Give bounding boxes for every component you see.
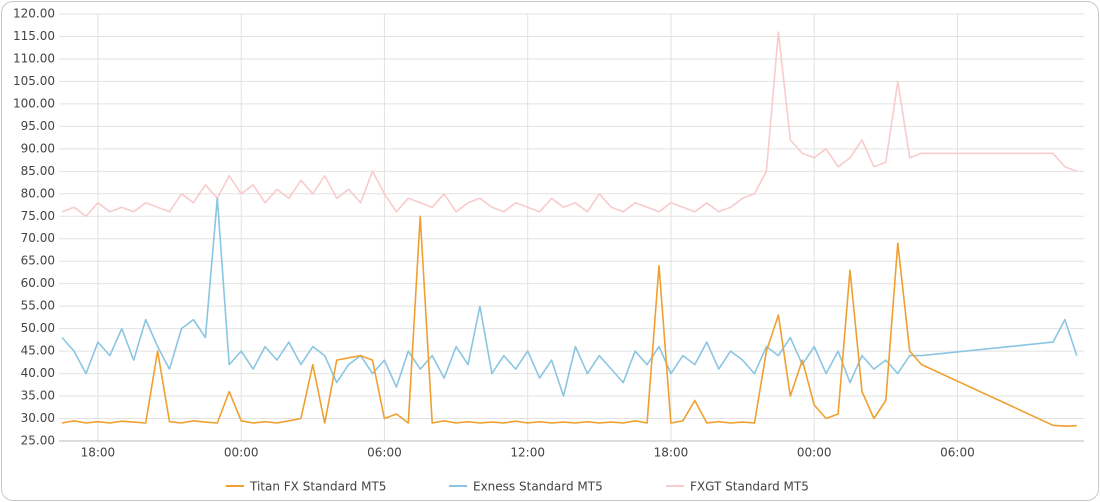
series-line <box>61 215 1077 427</box>
y-tick-label: 45.00 <box>21 344 55 358</box>
y-tick-label: 85.00 <box>21 164 55 178</box>
y-tick-label: 60.00 <box>21 276 55 290</box>
x-tick-label: 06:00 <box>367 446 402 460</box>
y-tick-label: 65.00 <box>21 254 55 268</box>
series-line <box>61 197 1078 397</box>
legend-label: FXGT Standard MT5 <box>690 480 809 494</box>
x-tick-label: 12:00 <box>510 446 545 460</box>
x-tick-label: 00:00 <box>224 446 259 460</box>
y-tick-label: 40.00 <box>21 366 55 380</box>
y-tick-label: 90.00 <box>21 141 55 155</box>
y-tick-label: 75.00 <box>21 209 55 223</box>
y-tick-label: 50.00 <box>21 321 55 335</box>
x-tick-label: 18:00 <box>654 446 689 460</box>
y-tick-label: 105.00 <box>13 74 55 88</box>
y-tick-label: 115.00 <box>13 29 55 43</box>
legend-label: Exness Standard MT5 <box>473 480 603 494</box>
y-tick-label: 35.00 <box>21 389 55 403</box>
y-tick-label: 55.00 <box>21 299 55 313</box>
x-tick-label: 00:00 <box>797 446 832 460</box>
y-tick-label: 25.00 <box>21 434 55 448</box>
x-tick-label: 18:00 <box>81 446 116 460</box>
x-tick-label: 06:00 <box>940 446 975 460</box>
y-tick-label: 110.00 <box>13 51 55 65</box>
y-tick-label: 95.00 <box>21 119 55 133</box>
y-tick-label: 100.00 <box>13 96 55 110</box>
y-tick-label: 80.00 <box>21 186 55 200</box>
series-line <box>61 31 1078 218</box>
y-tick-label: 70.00 <box>21 231 55 245</box>
y-tick-label: 30.00 <box>21 411 55 425</box>
y-tick-label: 120.00 <box>13 7 55 21</box>
legend-label: Titan FX Standard MT5 <box>249 480 386 494</box>
